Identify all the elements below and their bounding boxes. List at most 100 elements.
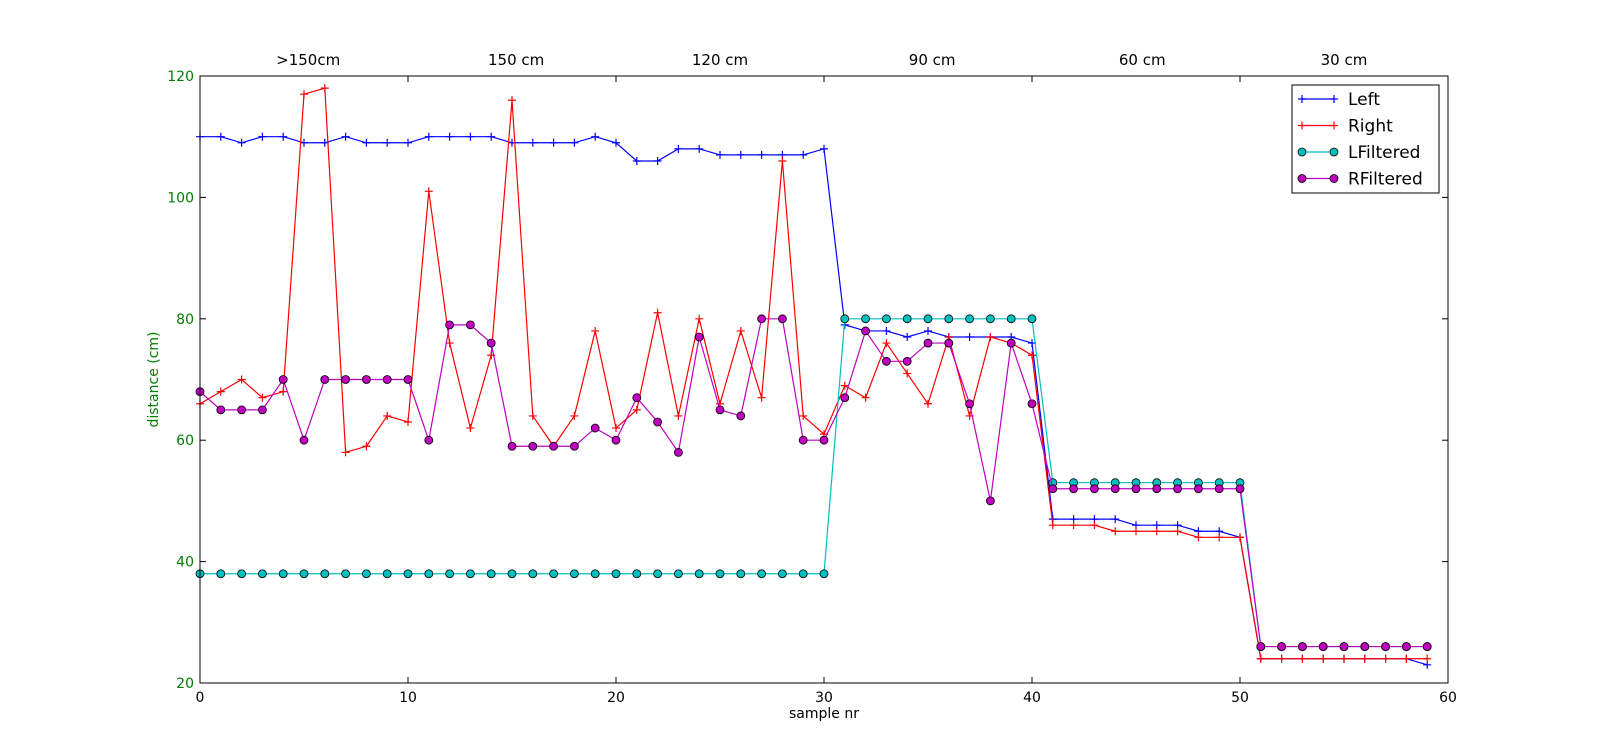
data-point-right [1028,351,1036,360]
data-point-rfiltered [840,393,850,403]
data-point-right [1423,654,1432,663]
data-point-left [404,138,412,147]
data-point-rfiltered [1048,484,1058,494]
legend-item: Right [1298,117,1393,137]
data-point-rfiltered [278,375,288,384]
legend-marker [1297,147,1307,157]
data-point-right [778,156,787,165]
data-point-right [258,393,267,402]
data-point-right [1381,654,1390,663]
data-point-left [466,132,475,141]
data-point-left [591,132,600,141]
legend-label: Right [1348,117,1393,137]
legend-label: Left [1348,90,1380,110]
data-point-rfiltered [1027,399,1037,409]
data-point-right [341,448,350,457]
data-point-left [716,150,724,159]
data-point-left [487,132,496,141]
data-point-lfiltered [944,314,954,324]
data-point-lfiltered [819,569,829,579]
data-point-rfiltered [861,326,870,336]
data-point-right [1111,527,1120,536]
data-point-left [549,138,558,147]
y-tick-label: 80 [176,312,194,328]
data-point-lfiltered [361,569,371,579]
data-point-left [674,144,683,153]
data-point-right [695,314,704,323]
data-point-rfiltered [653,417,662,427]
data-point-rfiltered [882,356,891,366]
distance-annotation: 120 cm [692,51,748,69]
x-tick-label: 40 [1023,690,1041,706]
data-point-right [653,308,662,317]
data-point-rfiltered [403,375,413,384]
data-point-lfiltered [570,569,579,579]
distance-annotation: >150cm [276,51,340,69]
data-point-rfiltered [1318,642,1328,651]
data-point-lfiltered [611,569,621,579]
data-point-right [986,333,995,342]
x-axis-label: sample nr [789,706,859,722]
data-point-right [237,375,246,384]
x-tick-label: 20 [607,690,625,706]
data-point-left [258,132,267,141]
data-point-rfiltered [944,338,954,348]
data-point-right [861,393,870,402]
legend-marker [1297,174,1307,183]
y-tick-label: 20 [176,676,194,692]
legend-item: Left [1298,90,1380,110]
data-point-right [1069,521,1078,530]
data-point-rfiltered [1194,484,1203,494]
data-point-right [1194,533,1203,542]
data-point-right [757,393,766,402]
legend-box [1291,84,1440,194]
data-point-rfiltered [528,441,538,451]
data-point-right [1173,527,1182,536]
data-point-rfiltered [1069,484,1078,494]
data-point-rfiltered [341,375,351,384]
data-point-right [1256,654,1265,663]
data-point-right [445,339,454,348]
data-point-right [424,187,433,196]
data-point-lfiltered [840,314,850,324]
data-point-right [383,411,392,420]
data-point-right [216,387,225,396]
data-point-right [1132,527,1140,536]
data-point-rfiltered [674,447,683,457]
data-point-lfiltered [382,569,392,579]
data-point-right [320,84,329,93]
data-point-lfiltered [674,569,683,579]
data-point-lfiltered [986,314,995,324]
data-point-left [237,138,246,147]
y-tick-label: 120 [167,69,194,85]
series-right [196,84,1432,663]
legend-label: LFiltered [1348,143,1420,163]
data-point-lfiltered [757,569,766,579]
data-point-rfiltered [1381,642,1390,651]
data-point-lfiltered [778,569,787,579]
data-point-lfiltered [507,569,517,579]
series-line-left [200,136,1428,666]
data-point-left [216,132,225,141]
data-point-rfiltered [1339,642,1349,651]
data-point-rfiltered [382,375,392,384]
x-tick-label: 50 [1231,690,1249,706]
legend-marker [1330,95,1338,103]
data-point-lfiltered [424,569,434,579]
distance-annotation: 30 cm [1321,51,1368,69]
data-point-lfiltered [341,569,351,579]
data-point-rfiltered [590,423,600,433]
data-point-lfiltered [465,569,475,579]
data-point-right [1340,654,1348,663]
data-point-lfiltered [861,314,870,324]
data-point-rfiltered [507,441,517,451]
data-point-left [300,138,308,147]
data-point-rfiltered [1402,642,1411,651]
data-point-right [903,369,912,378]
data-point-left [820,144,828,153]
data-point-lfiltered [715,569,725,579]
data-point-rfiltered [736,411,746,421]
data-point-rfiltered [445,320,455,330]
data-point-right [736,326,745,335]
data-point-right [466,424,475,433]
